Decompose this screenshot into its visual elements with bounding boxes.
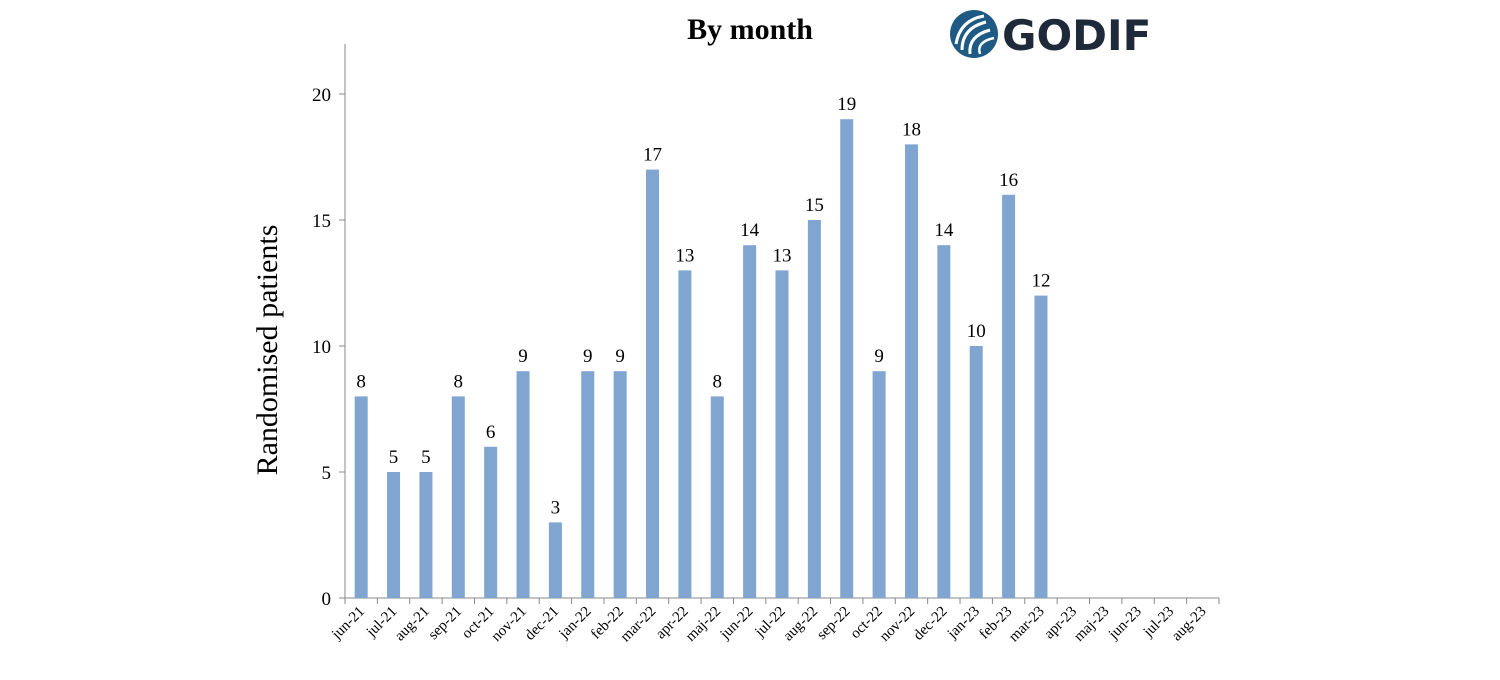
x-tick-label: sep-22 <box>814 604 854 644</box>
data-label: 9 <box>583 346 593 367</box>
x-tick-label: sep-21 <box>426 604 466 644</box>
data-label: 15 <box>805 195 824 216</box>
y-tick-label: 20 <box>312 85 331 106</box>
bars <box>354 119 1048 599</box>
y-tick-label: 0 <box>322 589 332 610</box>
x-tick-label: maj-22 <box>683 604 724 645</box>
x-tick-label: dec-22 <box>911 604 951 644</box>
godif-logo: GODIF <box>950 10 1151 60</box>
bar <box>548 522 562 598</box>
data-label: 5 <box>389 447 399 468</box>
data-label: 6 <box>486 422 496 443</box>
data-label: 19 <box>837 94 856 115</box>
data-labels: 8 5 5 8 6 9 3 9 9 17 13 8 14 13 15 19 9 18 14 10 16 12 <box>356 94 1050 518</box>
x-tick-label: mar-23 <box>1006 604 1048 646</box>
x-tick-label: dec-21 <box>522 604 562 644</box>
bar <box>646 169 660 598</box>
x-tick-label: maj-23 <box>1071 604 1112 645</box>
x-tick-label: jun-23 <box>1105 604 1145 644</box>
bar <box>969 346 983 598</box>
data-label: 3 <box>551 497 561 518</box>
data-label: 9 <box>615 346 625 367</box>
data-label: 16 <box>999 170 1018 191</box>
bar <box>904 144 918 598</box>
bar <box>516 371 530 598</box>
bar <box>710 396 724 598</box>
x-tick-label: jan-23 <box>944 604 983 643</box>
x-tick-label: aug-22 <box>780 604 821 645</box>
x-tick-label: jun-22 <box>717 604 757 644</box>
bar <box>775 270 789 598</box>
y-axis-label: Randomised patients <box>251 225 284 476</box>
bar <box>678 270 692 598</box>
bar <box>840 119 854 598</box>
y-tick-label: 10 <box>312 337 331 358</box>
data-label: 17 <box>643 145 662 166</box>
data-label: 13 <box>773 245 792 266</box>
data-label: 13 <box>675 245 694 266</box>
data-label: 9 <box>874 346 884 367</box>
bar <box>581 371 595 598</box>
data-label: 10 <box>967 321 986 342</box>
data-label: 12 <box>1031 271 1050 292</box>
bar <box>807 220 821 598</box>
x-tick-label: nov-21 <box>488 604 529 645</box>
bar <box>451 396 465 598</box>
data-label: 8 <box>454 371 464 392</box>
bar <box>419 472 433 598</box>
y-tick-label: 15 <box>312 211 331 232</box>
data-label: 14 <box>934 220 954 241</box>
wave-globe-icon <box>950 10 998 58</box>
data-label: 9 <box>518 346 528 367</box>
x-tick-label: jun-21 <box>328 604 368 644</box>
x-ticks: jun-21jul-21aug-21sep-21oct-21nov-21dec-… <box>328 598 1220 646</box>
data-label: 5 <box>421 447 431 468</box>
y-tick-label: 5 <box>322 463 332 484</box>
x-tick-label: nov-22 <box>877 604 918 645</box>
data-label: 14 <box>740 220 760 241</box>
bar <box>484 446 498 598</box>
bar <box>613 371 627 598</box>
y-ticks: 0 5 10 15 20 <box>312 85 345 610</box>
data-label: 8 <box>356 371 366 392</box>
bar <box>872 371 886 598</box>
x-tick-label: aug-21 <box>392 604 433 645</box>
bar <box>387 472 401 598</box>
x-tick-label: aug-23 <box>1169 604 1210 645</box>
data-label: 8 <box>713 371 723 392</box>
bar <box>1002 194 1016 599</box>
bar <box>1034 295 1048 598</box>
bar <box>743 245 757 598</box>
bar <box>937 245 951 598</box>
chart-title: By month <box>687 13 813 46</box>
x-tick-label: mar-22 <box>618 604 660 646</box>
logo-text: GODIF <box>1002 11 1151 60</box>
data-label: 18 <box>902 119 921 140</box>
x-tick-label: jan-22 <box>555 604 594 643</box>
bar <box>354 396 368 598</box>
